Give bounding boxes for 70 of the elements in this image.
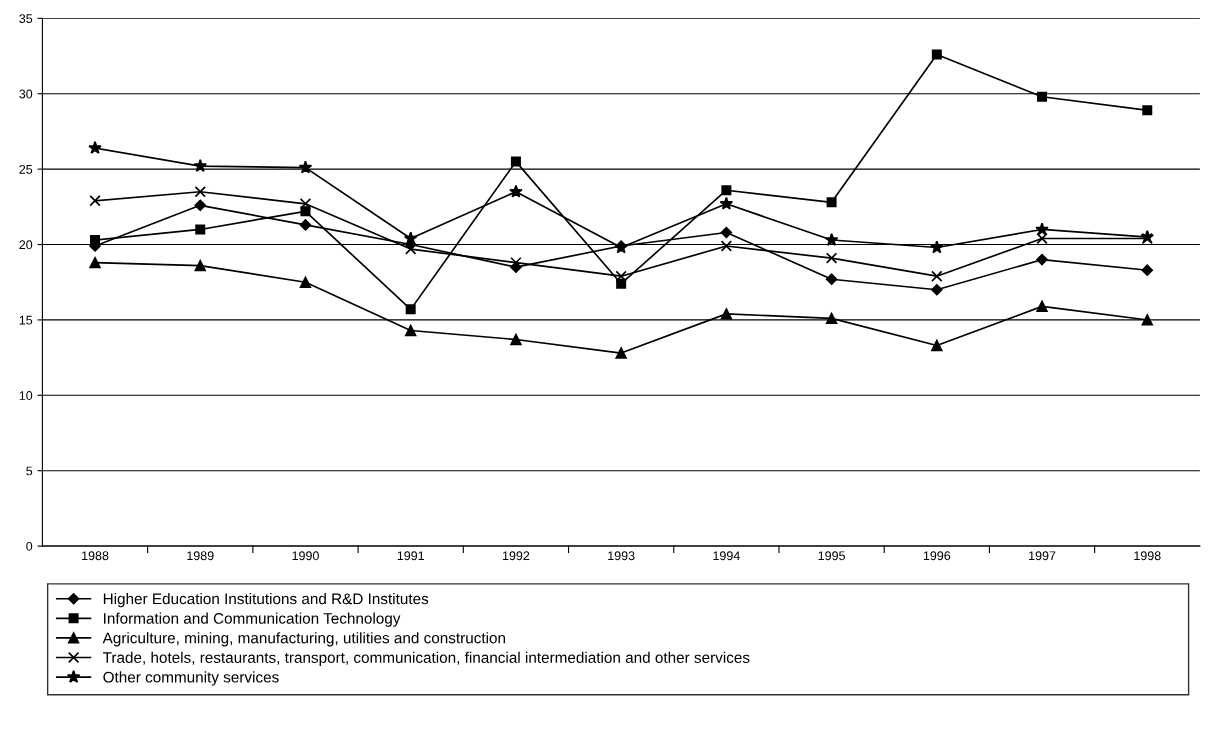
y-tick-label: 5 (26, 466, 33, 476)
point (719, 196, 734, 210)
point (824, 232, 839, 246)
x-tick-label: 1993 (608, 551, 635, 561)
x-tick-label: 1996 (923, 551, 951, 561)
x-tick-label: 1990 (292, 551, 319, 561)
point (405, 324, 417, 337)
x-tick-label: 1989 (187, 551, 214, 561)
point (616, 278, 627, 289)
point (1036, 300, 1048, 313)
point (510, 333, 522, 346)
x-tick-label: 1998 (1134, 551, 1161, 561)
y-tick-label: 20 (19, 240, 33, 250)
legend-label: Information and Communication Technology (104, 612, 401, 627)
point (194, 186, 206, 198)
point (1036, 253, 1048, 266)
point (1035, 222, 1049, 236)
point (1036, 232, 1048, 245)
point (405, 243, 417, 255)
point (194, 259, 206, 272)
point (826, 197, 837, 208)
point (721, 185, 732, 196)
point (89, 195, 101, 207)
point (1141, 314, 1153, 326)
y-tick-label: 15 (19, 315, 33, 325)
point (825, 273, 838, 285)
y-tick-label: 0 (26, 541, 33, 551)
point (930, 240, 944, 254)
y-tick-label: 10 (19, 391, 33, 400)
point (825, 312, 838, 325)
legend-label: Trade, hotels, restaurants, transport, communication, financial intermediation and other services (102, 651, 750, 666)
point (509, 184, 523, 198)
point (1141, 264, 1154, 276)
x-tick-label: 1992 (502, 551, 530, 561)
point (1037, 91, 1048, 102)
x-tick-label: 1994 (713, 551, 740, 561)
point (510, 156, 521, 167)
legend-label: Agriculture, mining, manufacturing, utilities and construction (102, 632, 506, 647)
point (89, 256, 101, 269)
point (193, 159, 208, 173)
x-tick-label: 1997 (1029, 551, 1056, 561)
x-tick-label: 1991 (397, 551, 424, 561)
point (405, 304, 416, 315)
point (300, 206, 311, 217)
point (195, 224, 206, 235)
legend-label: Higher Education Institutions and R&D Institutes (103, 593, 429, 608)
point (931, 284, 943, 296)
point (931, 270, 943, 282)
y-tick-label: 25 (19, 164, 33, 174)
x-tick-label: 1988 (82, 551, 109, 561)
point (298, 160, 313, 174)
point (825, 252, 838, 264)
point (1142, 105, 1153, 116)
point (194, 199, 207, 212)
y-tick-label: 30 (19, 89, 33, 99)
point (299, 276, 312, 288)
point (403, 231, 418, 245)
point (720, 308, 733, 320)
x-tick-label: 1995 (818, 551, 845, 561)
point (299, 219, 312, 231)
point (931, 49, 942, 60)
point (299, 198, 312, 210)
point (615, 347, 627, 359)
legend-label: Other community services (103, 671, 279, 686)
point (931, 339, 943, 352)
point (720, 226, 733, 239)
point (720, 240, 733, 252)
point (615, 270, 627, 282)
point (88, 140, 102, 154)
y-tick-label: 35 (19, 14, 33, 23)
